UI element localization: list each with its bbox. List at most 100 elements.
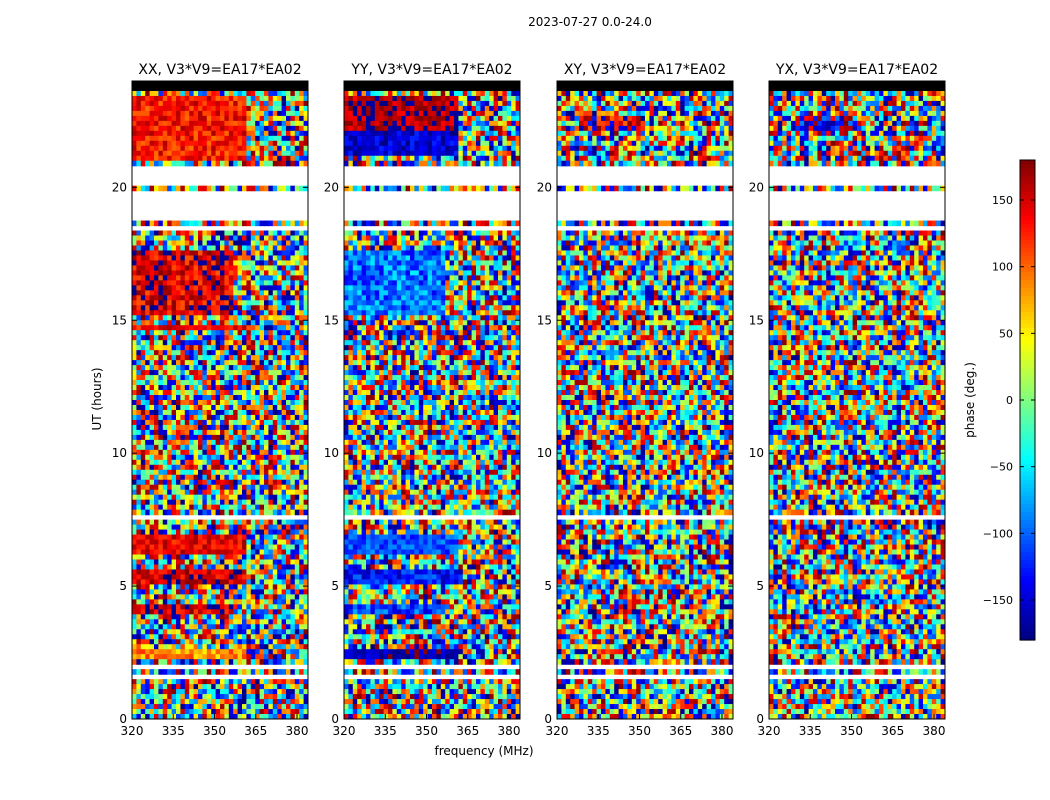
colorbar-cell	[1020, 164, 1035, 169]
colorbar-tick-label: −50	[990, 461, 1013, 474]
y-tick-label: 20	[537, 180, 552, 194]
x-tick-label: 365	[244, 724, 267, 738]
colorbar-cell	[1020, 380, 1035, 385]
x-tick-label: 350	[628, 724, 651, 738]
colorbar-cell	[1020, 252, 1035, 257]
x-tick-label: 335	[162, 724, 185, 738]
colorbar-cell	[1020, 408, 1035, 413]
colorbar-cell	[1020, 244, 1035, 249]
colorbar-cell	[1020, 436, 1035, 441]
colorbar-cell	[1020, 564, 1035, 569]
colorbar-cell	[1020, 268, 1035, 273]
y-tick-label: 0	[119, 712, 127, 726]
colorbar-cell	[1020, 340, 1035, 345]
colorbar-cell	[1020, 360, 1035, 365]
y-tick-label: 5	[756, 579, 764, 593]
panel-frame	[768, 80, 946, 720]
colorbar-cell	[1020, 424, 1035, 429]
colorbar-cell	[1020, 616, 1035, 621]
colorbar-cell	[1020, 296, 1035, 301]
panel-frame	[343, 80, 521, 720]
panel-title: XY, V3*V9=EA17*EA02	[564, 62, 726, 78]
colorbar-cell	[1020, 172, 1035, 177]
colorbar-cell	[1020, 488, 1035, 493]
colorbar-tick-label: 100	[992, 261, 1013, 274]
x-axis-label: frequency (MHz)	[434, 744, 533, 758]
colorbar-tick-label: 0	[1006, 394, 1013, 407]
colorbar-cell	[1020, 356, 1035, 361]
x-tick-label: 335	[587, 724, 610, 738]
colorbar-cell	[1020, 636, 1035, 641]
colorbar-cell	[1020, 540, 1035, 545]
panel-frame	[556, 80, 734, 720]
colorbar-cell	[1020, 308, 1035, 313]
colorbar-cell	[1020, 612, 1035, 617]
panel-xx: XX, V3*V9=EA17*EA02 320 335 350 365 380 0 5 10 15…	[112, 62, 309, 738]
colorbar-cell	[1020, 392, 1035, 397]
colorbar-cell	[1020, 368, 1035, 373]
colorbar-cell	[1020, 416, 1035, 421]
colorbar-cell	[1020, 548, 1035, 553]
y-tick-label: 10	[112, 446, 127, 460]
colorbar-cell	[1020, 352, 1035, 357]
colorbar-cell	[1020, 620, 1035, 625]
colorbar-cell	[1020, 532, 1035, 537]
panels: XX, V3*V9=EA17*EA02 320 335 350 365 380 0 5 10 15…	[112, 62, 946, 738]
x-tick-label: 380	[286, 724, 309, 738]
colorbar-cell	[1020, 336, 1035, 341]
colorbar-cell	[1020, 396, 1035, 401]
x-tick-label: 320	[546, 724, 569, 738]
colorbar-cell	[1020, 348, 1035, 353]
colorbar-cell	[1020, 520, 1035, 525]
colorbar-cell	[1020, 232, 1035, 237]
colorbar-cell	[1020, 260, 1035, 265]
colorbar-cell	[1020, 272, 1035, 277]
colorbar-cell	[1020, 448, 1035, 453]
panel-title: YX, V3*V9=EA17*EA02	[775, 62, 938, 78]
x-tick-label: 380	[498, 724, 521, 738]
colorbar-tick-label: 150	[992, 194, 1013, 207]
colorbar-cell	[1020, 604, 1035, 609]
y-tick-label: 0	[331, 712, 339, 726]
colorbar-cell	[1020, 536, 1035, 541]
colorbar-cell	[1020, 440, 1035, 445]
colorbar-cell	[1020, 364, 1035, 369]
colorbar-cell	[1020, 456, 1035, 461]
y-tick-label: 20	[749, 180, 764, 194]
colorbar-cell	[1020, 608, 1035, 613]
y-tick-label: 15	[112, 313, 127, 327]
x-tick-label: 320	[121, 724, 144, 738]
colorbar-cell	[1020, 292, 1035, 297]
x-tick-label: 335	[799, 724, 822, 738]
panel-title: XX, V3*V9=EA17*EA02	[138, 62, 301, 78]
colorbar-cell	[1020, 176, 1035, 181]
colorbar-cell	[1020, 568, 1035, 573]
colorbar-tick-label: 50	[999, 327, 1013, 340]
heatmap-cells	[769, 81, 945, 719]
colorbar-cell	[1020, 220, 1035, 225]
colorbar-cell	[1020, 240, 1035, 245]
colorbar-cell	[1020, 596, 1035, 601]
panel-yx: YX, V3*V9=EA17*EA02 320 335 350 365 380 0 5 10 15…	[749, 62, 946, 738]
colorbar-cell	[1020, 344, 1035, 349]
colorbar-cell	[1020, 276, 1035, 281]
colorbar-cell	[1020, 412, 1035, 417]
colorbar-cell	[1020, 188, 1035, 193]
colorbar-cell	[1020, 464, 1035, 469]
colorbar-cell	[1020, 460, 1035, 465]
colorbar-cell	[1020, 552, 1035, 557]
colorbar-cell	[1020, 160, 1035, 165]
colorbar-cell	[1020, 316, 1035, 321]
panel-yy: YY, V3*V9=EA17*EA02 320 335 350 365 380 0 5 10 15…	[324, 62, 521, 738]
heatmap-cells	[557, 81, 733, 719]
panel-frame	[131, 80, 309, 720]
colorbar-cell	[1020, 480, 1035, 485]
colorbar-cell	[1020, 376, 1035, 381]
colorbar-cell	[1020, 492, 1035, 497]
colorbar-cell	[1020, 468, 1035, 473]
y-tick-label: 20	[324, 180, 339, 194]
colorbar-cell	[1020, 484, 1035, 489]
colorbar-cell	[1020, 216, 1035, 221]
y-tick-label: 15	[749, 313, 764, 327]
colorbar: 150 100 50 0 −50 −100 −150 phase (deg.)	[963, 159, 1036, 641]
